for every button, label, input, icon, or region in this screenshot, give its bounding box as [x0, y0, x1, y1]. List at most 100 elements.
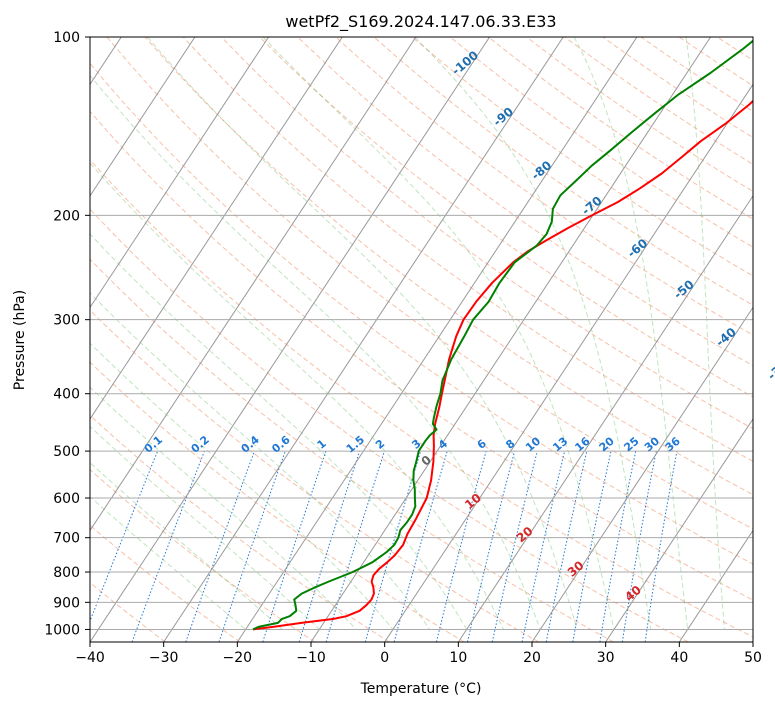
x-tick-label: 50 — [744, 650, 762, 666]
mixing-ratio-label: 1.5 — [344, 433, 367, 455]
mixing-ratio-line — [545, 450, 588, 642]
isotherm — [90, 37, 491, 642]
dry-adiabat — [144, 37, 753, 496]
dry-adiabat — [90, 361, 465, 642]
mixing-ratio-label: 1 — [315, 437, 329, 452]
dry-adiabat — [90, 309, 540, 642]
x-tick-label: 10 — [449, 650, 467, 666]
dry-adiabat — [106, 37, 753, 530]
y-tick-label: 400 — [53, 387, 80, 403]
moist-adiabat — [90, 233, 468, 630]
mixing-ratio-line — [521, 450, 566, 642]
mixing-ratio-line — [644, 451, 678, 642]
dry-adiabat — [335, 37, 753, 336]
moist-adiabat — [90, 74, 541, 630]
temperature-profile — [252, 99, 753, 631]
y-tick-label: 600 — [53, 491, 80, 507]
y-tick-label: 300 — [53, 313, 80, 329]
y-tick-label: 100 — [53, 30, 80, 46]
dry-adiabat — [602, 37, 753, 139]
x-tick-label: −20 — [223, 650, 253, 666]
isotherm — [90, 37, 270, 309]
mixing-ratio-line — [435, 450, 487, 642]
dry-adiabat — [182, 37, 753, 462]
mixing-ratio-line — [262, 450, 327, 642]
isotherm-label: -50 — [671, 277, 697, 302]
dry-adiabat — [90, 159, 753, 638]
mixing-ratio-line — [131, 450, 205, 642]
isotherm — [531, 306, 753, 642]
mixing-ratio-line — [298, 450, 361, 642]
moist-adiabat — [90, 342, 394, 630]
background-lines — [90, 37, 775, 642]
isotherm — [90, 37, 343, 420]
moist-adiabat — [573, 37, 689, 630]
x-tick-label: 0 — [380, 650, 389, 666]
x-tick-label: −30 — [149, 650, 179, 666]
dry-adiabat — [755, 37, 775, 642]
moist-adiabat — [90, 292, 431, 630]
isotherm-label: 0 — [419, 453, 434, 469]
mixing-ratio-label: 6 — [475, 437, 489, 452]
isotherm-label: 20 — [514, 524, 536, 545]
y-tick-label: 900 — [53, 595, 80, 611]
pressure-gridlines — [90, 37, 753, 630]
mixing-ratio-label: 2 — [373, 437, 387, 452]
mixing-ratio-label: 3 — [409, 437, 423, 452]
y-tick-label: 500 — [53, 444, 80, 460]
mixing-ratio-labels: 0.1 0.2 0.4 0.6 1 1.5 2 3 4 6 8 10 13 16 20 25 30 36 — [142, 433, 683, 456]
isotherm — [163, 37, 564, 642]
plot-frame — [89, 36, 754, 643]
dry-adiabat — [90, 414, 390, 642]
moist-adiabat — [90, 162, 504, 630]
mixing-ratio-line — [491, 450, 538, 642]
dry-adiabat — [90, 62, 753, 565]
x-tick-label: −10 — [296, 650, 326, 666]
x-tick-label: −40 — [75, 650, 105, 666]
moist-adiabat — [685, 37, 725, 630]
mixing-ratio-label: 8 — [503, 437, 517, 452]
dry-adiabat — [90, 524, 241, 642]
isotherm-label: -40 — [713, 325, 739, 350]
dry-adiabat — [259, 37, 753, 398]
mixing-ratio-line — [467, 450, 516, 642]
dry-adiabat — [90, 110, 753, 601]
y-axis: 100 200 300 400 500 600 700 800 900 1000 — [44, 30, 90, 638]
isotherm — [605, 418, 753, 642]
isotherm — [90, 37, 196, 197]
moist-adiabat — [414, 37, 652, 630]
y-tick-label: 200 — [53, 208, 80, 224]
mixing-ratio-label: 0.4 — [239, 433, 263, 456]
x-tick-label: 20 — [523, 650, 541, 666]
moist-adiabat — [90, 462, 283, 630]
x-tick-label: 40 — [670, 650, 688, 666]
dry-adiabat — [221, 37, 753, 430]
moist-adiabat — [90, 425, 320, 630]
isotherm — [457, 194, 753, 642]
moist-adiabat — [147, 37, 578, 630]
dry-adiabat — [90, 468, 315, 642]
isotherm — [236, 37, 638, 642]
dewpoint-profile — [252, 39, 753, 631]
dry-adiabat — [90, 581, 166, 642]
isotherm-label: -30 — [765, 358, 775, 383]
y-tick-label: 1000 — [44, 622, 80, 638]
x-axis-label: Temperature (°C) — [360, 681, 482, 697]
isotherm-label: -60 — [625, 236, 651, 261]
y-tick-label: 800 — [53, 565, 80, 581]
dry-adiabat — [90, 208, 689, 642]
isotherm-label: -90 — [490, 104, 516, 129]
moist-adiabat — [90, 496, 246, 630]
mixing-ratio-line — [572, 450, 612, 642]
x-axis: −40 −30 −20 −10 0 10 20 30 40 50 — [75, 642, 762, 666]
y-axis-label: Pressure (hPa) — [12, 290, 28, 390]
isotherm-label: -80 — [529, 158, 555, 183]
dry-adiabat — [297, 37, 753, 367]
isotherm — [310, 37, 712, 642]
moist-adiabat — [90, 386, 357, 630]
x-tick-label: 30 — [597, 650, 615, 666]
mixing-ratio-line — [90, 450, 159, 623]
isotherm — [752, 641, 753, 642]
isotherm-label: 40 — [622, 583, 644, 604]
